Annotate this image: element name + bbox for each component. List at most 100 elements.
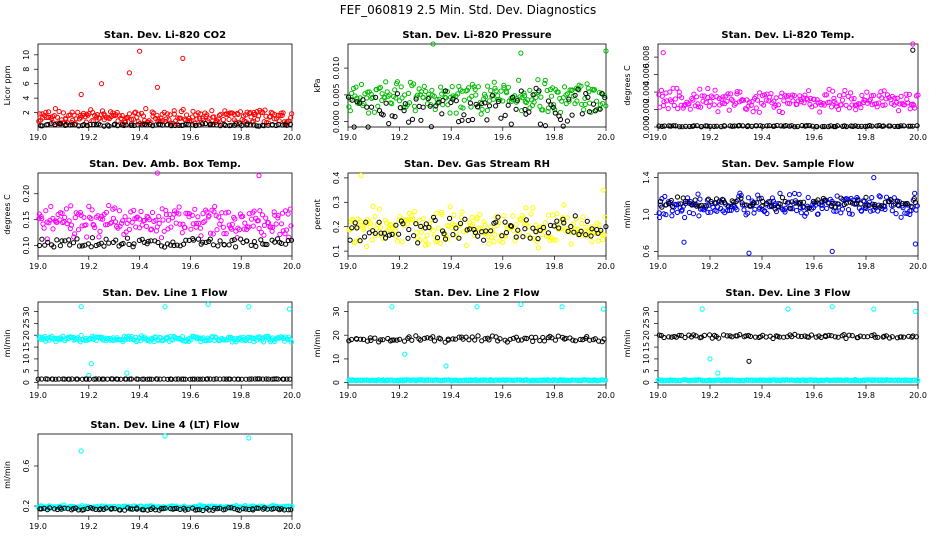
data-point	[523, 99, 529, 106]
data-point	[242, 220, 248, 226]
data-point	[272, 212, 278, 218]
data-point	[244, 121, 250, 127]
data-point	[522, 106, 528, 113]
data-point	[377, 337, 384, 343]
data-point	[817, 99, 823, 106]
data-point	[824, 205, 830, 211]
data-point	[89, 207, 95, 213]
x-tick-label: 19.2	[80, 522, 98, 531]
y-tick-label: 0.008	[642, 46, 651, 69]
data-point	[70, 240, 77, 246]
data-point	[400, 221, 406, 227]
y-tick-label: 15	[22, 342, 31, 352]
data-point	[798, 210, 804, 216]
data-point	[498, 88, 504, 94]
data-point	[698, 202, 705, 208]
data-point	[459, 209, 465, 215]
data-point	[568, 241, 574, 247]
panel-1: Stan. Dev. Li-820 CO2 Licor ppm 19.0 19.2 19…	[3, 30, 301, 142]
data-point	[402, 101, 408, 107]
data-point	[425, 96, 431, 102]
data-point	[399, 95, 405, 101]
data-point	[119, 112, 125, 119]
data-point	[45, 121, 51, 128]
data-point	[872, 201, 878, 208]
data-point	[207, 236, 213, 242]
data-point	[691, 91, 697, 97]
y-tick-label: 0.004	[642, 81, 651, 104]
y-tick-label: 4	[22, 96, 31, 101]
data-point	[845, 93, 851, 99]
data-point	[535, 77, 541, 83]
data-point	[817, 109, 823, 115]
data-point	[740, 97, 747, 103]
data-point	[520, 234, 526, 240]
data-point	[47, 505, 53, 511]
data-point	[428, 124, 434, 130]
data-point	[764, 123, 770, 129]
data-point	[579, 220, 585, 226]
data-point	[196, 220, 202, 226]
data-point	[372, 232, 378, 238]
data-point	[422, 237, 428, 243]
data-point	[699, 93, 705, 99]
data-point	[194, 507, 200, 513]
outlier-point	[126, 70, 132, 76]
outlier-point	[154, 170, 160, 176]
data-point	[394, 79, 400, 85]
data-point	[704, 123, 710, 129]
data-point	[277, 112, 283, 119]
data-point	[425, 241, 431, 247]
x-tick-label: 19.0	[29, 262, 47, 271]
data-point	[289, 111, 295, 117]
outlier-point	[137, 48, 143, 54]
data-point	[493, 214, 499, 220]
data-point	[149, 209, 156, 216]
data-point	[704, 203, 710, 209]
data-point	[848, 90, 854, 96]
data-point	[706, 103, 712, 109]
data-point	[176, 211, 182, 217]
data-point	[729, 123, 736, 129]
x-tick-label: 19.0	[29, 133, 47, 142]
data-point	[725, 91, 731, 97]
data-point	[530, 338, 536, 344]
data-point	[109, 505, 115, 512]
data-point	[786, 101, 793, 107]
data-point	[810, 198, 817, 204]
data-point	[769, 203, 775, 209]
data-point	[103, 209, 110, 215]
data-point	[552, 110, 558, 116]
data-point	[552, 337, 559, 343]
data-point	[523, 217, 529, 223]
y-tick-label: 20	[22, 330, 31, 340]
data-point	[550, 212, 556, 218]
y-tick-label: 20	[642, 330, 651, 340]
data-point	[823, 92, 830, 98]
data-point	[450, 232, 456, 238]
data-point	[734, 89, 740, 95]
data-point	[240, 213, 246, 219]
data-point	[62, 122, 68, 129]
y-axis-label: degrees C	[3, 194, 12, 235]
data-point	[141, 376, 147, 382]
data-point	[50, 226, 56, 232]
series-reference	[37, 505, 294, 514]
data-point	[675, 106, 681, 112]
data-point	[373, 94, 379, 101]
outlier-point	[707, 356, 713, 362]
y-tick-label: 10	[22, 354, 31, 364]
outlier-point	[912, 241, 919, 247]
data-point	[530, 205, 536, 211]
data-point	[287, 206, 293, 212]
data-point	[733, 198, 739, 205]
data-point	[82, 114, 88, 120]
data-point	[737, 332, 743, 338]
data-point	[584, 218, 590, 224]
data-point	[248, 122, 254, 128]
x-tick-label: 20.0	[909, 391, 927, 400]
data-point	[871, 92, 877, 99]
data-point	[104, 221, 110, 228]
data-point	[522, 93, 528, 99]
data-point	[285, 237, 291, 244]
